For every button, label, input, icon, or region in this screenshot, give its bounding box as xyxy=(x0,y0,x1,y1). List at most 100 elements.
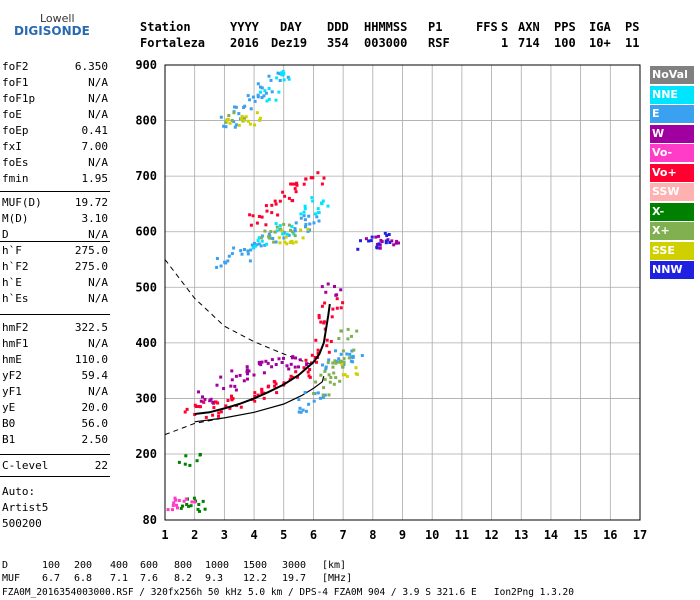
data-point-sse xyxy=(283,240,287,244)
data-point-vo xyxy=(253,394,257,398)
data-point-e xyxy=(271,237,275,240)
legend-item-x: X- xyxy=(650,202,694,221)
data-point-sse xyxy=(258,118,262,122)
data-point-e xyxy=(307,214,311,218)
param-value: N/A xyxy=(88,92,108,105)
data-point-nne xyxy=(267,97,271,101)
param-row: yF2 59.4 xyxy=(2,368,108,384)
data-point-w xyxy=(230,369,234,373)
data-point-vo xyxy=(230,394,233,398)
data-point-e xyxy=(345,352,349,356)
data-point-e xyxy=(232,246,236,250)
param-value: 275.0 xyxy=(74,244,108,257)
data-point-w xyxy=(374,235,378,239)
data-point-nne xyxy=(280,71,283,75)
data-point-vo xyxy=(296,375,299,379)
data-point-e xyxy=(274,240,278,244)
data-point-w xyxy=(305,362,309,366)
data-point-x xyxy=(272,240,276,244)
data-point-nne xyxy=(311,199,315,203)
data-point-sse xyxy=(277,236,281,240)
data-point-e xyxy=(251,95,255,99)
data-point-vo xyxy=(274,382,278,386)
data-point-nnw xyxy=(385,234,389,238)
data-point-x xyxy=(201,499,205,503)
legend-item-sse: SSE xyxy=(650,241,694,260)
data-point-w xyxy=(386,238,390,242)
footer-muf-value: 7.1 xyxy=(110,573,129,584)
data-point-w xyxy=(233,384,237,388)
data-point-nne xyxy=(256,239,260,243)
data-point-e xyxy=(282,236,286,240)
data-point-e xyxy=(239,249,243,253)
x-tick-label: 3 xyxy=(221,528,228,542)
legend-item-ssw: SSW xyxy=(650,183,694,201)
data-point-x xyxy=(328,380,332,384)
header-value-4: 003000 xyxy=(364,36,408,50)
header-value-7: 1 xyxy=(501,36,509,50)
param-row: B1 2.50 xyxy=(2,432,108,448)
data-point-x xyxy=(331,365,335,369)
param-value: N/A xyxy=(88,76,108,89)
data-point-x xyxy=(341,349,345,353)
data-point-vo xyxy=(202,400,206,404)
x-tick-label: 2 xyxy=(191,528,198,542)
data-point-e xyxy=(351,356,355,359)
data-point-e xyxy=(319,396,322,400)
data-point-e xyxy=(299,410,303,414)
data-point-sse xyxy=(240,115,244,118)
data-point-sse xyxy=(244,115,248,119)
param-row: foF1p N/A xyxy=(2,91,108,107)
x-tick-label: 17 xyxy=(633,528,647,542)
data-point-w xyxy=(375,243,379,246)
y-tick-label: 200 xyxy=(135,447,157,461)
data-point-w xyxy=(259,363,263,367)
footer-distance-label: D xyxy=(2,560,9,571)
x-tick-label: 7 xyxy=(340,528,347,542)
param-row: B0 56.0 xyxy=(2,416,108,432)
data-point-w xyxy=(246,377,249,381)
data-point-e xyxy=(321,396,325,399)
param-row: h`F 275.0 xyxy=(2,243,108,259)
data-point-w xyxy=(270,365,274,369)
data-point-x xyxy=(289,228,292,232)
data-point-e xyxy=(316,391,320,395)
data-point-e xyxy=(256,82,260,86)
data-point-e xyxy=(323,393,327,397)
param-row: h`Es N/A xyxy=(2,291,108,307)
data-point-vo xyxy=(307,374,311,378)
data-point-e xyxy=(297,410,301,414)
x-tick-label: 14 xyxy=(544,528,558,542)
data-point-vo xyxy=(256,393,260,397)
data-point-x xyxy=(183,462,187,466)
y-tick-label: 400 xyxy=(135,336,157,350)
data-point-e xyxy=(260,96,264,99)
data-point-vo xyxy=(317,314,321,317)
param-row: h`E N/A xyxy=(2,275,108,291)
data-point-e xyxy=(215,257,219,260)
data-point-nne xyxy=(267,87,271,90)
data-point-x xyxy=(187,504,191,508)
data-point-nnw xyxy=(369,239,373,243)
data-point-vo xyxy=(214,400,218,404)
param-value: N/A xyxy=(88,228,108,241)
param-row: hmF1 N/A xyxy=(2,336,108,352)
data-point-e xyxy=(267,232,271,236)
param-row: h`F2 275.0 xyxy=(2,259,108,275)
data-point-x xyxy=(181,504,184,508)
legend-item-nne: NNE xyxy=(650,85,694,104)
param-value: N/A xyxy=(88,292,108,305)
parameter-panel: foF2 6.350 foF1 N/A foF1p N/A foE N/A foEp 0.41 fx… xyxy=(0,0,112,520)
param-row: yF1 N/A xyxy=(2,384,108,400)
logo-lowell: Lowell xyxy=(40,12,75,25)
data-point-vo xyxy=(255,221,259,225)
data-point-vo xyxy=(314,338,318,342)
data-point-vo xyxy=(319,320,323,324)
param-separator xyxy=(0,454,110,455)
data-point-e xyxy=(299,216,303,220)
data-point-vo xyxy=(219,410,223,414)
footer-distance-value: 100 xyxy=(42,560,61,571)
data-point-sse xyxy=(242,119,246,123)
data-point-w xyxy=(377,234,380,238)
x-tick-label: 8 xyxy=(369,528,376,542)
